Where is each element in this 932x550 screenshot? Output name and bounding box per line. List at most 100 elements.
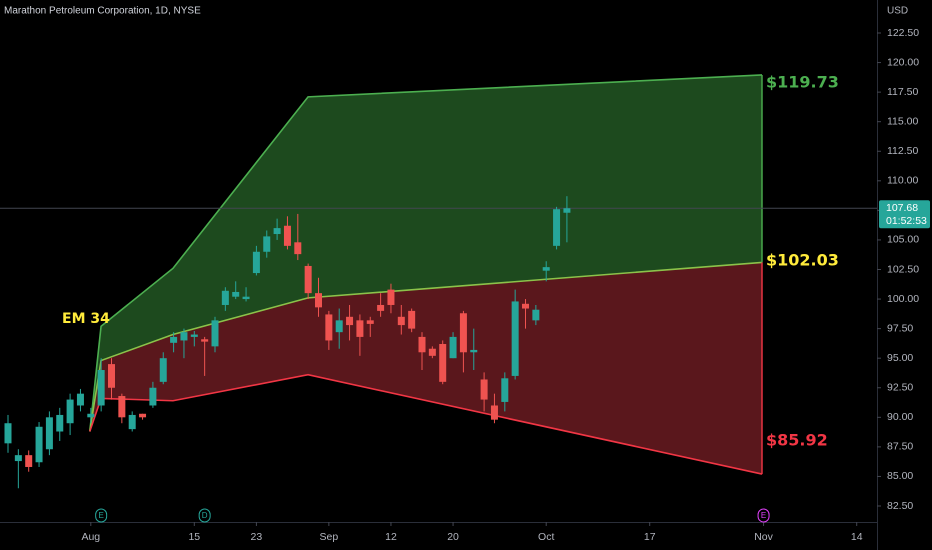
x-tick-label: 20 [447, 531, 459, 543]
x-tick-label: Oct [538, 531, 554, 543]
currency-label: USD [887, 6, 908, 17]
candle-body [480, 379, 488, 400]
candle-body [325, 314, 333, 341]
candle-body [139, 413, 147, 418]
candle-body [366, 320, 374, 324]
candle-body [397, 316, 405, 326]
x-tick-label: 15 [188, 531, 200, 543]
candle-body [76, 393, 84, 406]
candle-body [128, 414, 136, 430]
candle-body [211, 320, 219, 347]
candle-body [14, 455, 22, 462]
candle-body [356, 320, 364, 337]
candle-body [45, 417, 53, 450]
lower-annotation: $85.92 [766, 431, 828, 450]
event-label: E [761, 511, 766, 520]
y-tick-label: 105.00 [887, 234, 919, 246]
y-tick-label: 87.50 [887, 441, 913, 453]
candle-body [553, 209, 561, 246]
y-tick-label: 120.00 [887, 56, 919, 68]
upper-area [89, 74, 763, 432]
price-tag-value: 107.68 [886, 202, 918, 214]
lower-line [89, 373, 763, 475]
candle-body [418, 336, 426, 353]
middle-line [88, 261, 763, 432]
candle-body [118, 396, 126, 418]
candle-body [87, 413, 95, 418]
channel-areas [88, 74, 763, 475]
upper-annotation: $119.73 [766, 73, 839, 92]
candle-body [408, 310, 416, 329]
candle-body [428, 348, 436, 356]
y-tick-label: 82.50 [887, 500, 913, 512]
chart-title: Marathon Petroleum Corporation, 1D, NYSE [4, 6, 201, 17]
candle-body [149, 387, 157, 406]
candle-body [56, 414, 64, 432]
y-tick-label: 97.50 [887, 322, 913, 334]
x-tick-label: Sep [320, 531, 339, 543]
y-tick-label: 115.00 [887, 115, 918, 127]
lower-area [89, 262, 763, 475]
candle-body [108, 364, 116, 388]
price-tag [879, 200, 930, 229]
candle-body [377, 304, 385, 311]
candle-body [252, 251, 260, 274]
candle-body [294, 242, 302, 255]
em-annotation: EM 34 [62, 311, 110, 327]
y-tick-label: 112.50 [887, 145, 918, 157]
price-tag-countdown: 01:52:53 [886, 215, 927, 227]
candle-body [335, 320, 343, 333]
y-tick-label: 92.50 [887, 382, 913, 394]
candle-body [170, 336, 178, 343]
candle-body [263, 236, 271, 252]
y-tick-label: 85.00 [887, 470, 913, 482]
candle-body [501, 378, 509, 402]
y-tick-label: 122.50 [887, 27, 919, 39]
y-tick-label: 117.50 [887, 86, 918, 98]
candle-body [522, 303, 530, 309]
x-tick-label: 17 [644, 531, 656, 543]
y-tick-label: 102.50 [887, 263, 919, 275]
candle-body [315, 293, 323, 308]
event-label: E [98, 511, 103, 520]
candle-body [439, 343, 447, 382]
x-tick-label: 12 [385, 531, 397, 543]
event-marker [198, 508, 211, 523]
candle-body [35, 426, 43, 463]
candle-body [221, 290, 229, 305]
y-tick-label: 110.00 [887, 175, 918, 187]
candle-body [242, 296, 250, 300]
candle-body [532, 309, 540, 321]
candle-body [387, 289, 395, 305]
candle-body [180, 332, 188, 341]
candle-body [449, 336, 457, 359]
candle-body [190, 334, 198, 337]
candle-body [232, 291, 240, 297]
candle-body [304, 265, 312, 294]
event-marker [95, 508, 108, 523]
candle-body [159, 358, 167, 382]
candle-body [542, 267, 550, 271]
candle-body [283, 225, 291, 246]
y-tick-label: 100.00 [887, 293, 919, 305]
candle-body [4, 423, 12, 444]
x-tick-label: 14 [851, 531, 863, 543]
candle-body [563, 208, 571, 213]
candle-body [201, 339, 209, 342]
x-tick-label: Aug [81, 531, 100, 543]
event-marker [757, 508, 770, 523]
upper-line [88, 74, 763, 432]
middle-annotation: $102.03 [766, 251, 839, 270]
candle-body [490, 405, 498, 420]
event-label: D [202, 511, 208, 520]
y-tick-label: 95.00 [887, 352, 913, 364]
candle-body [97, 370, 105, 406]
x-tick-label: 23 [251, 531, 263, 543]
candle-body [66, 399, 74, 424]
candle-body [459, 313, 467, 353]
plot [0, 196, 877, 489]
candle-body [273, 228, 281, 235]
candle-body [470, 349, 478, 353]
candle-body [511, 301, 519, 376]
